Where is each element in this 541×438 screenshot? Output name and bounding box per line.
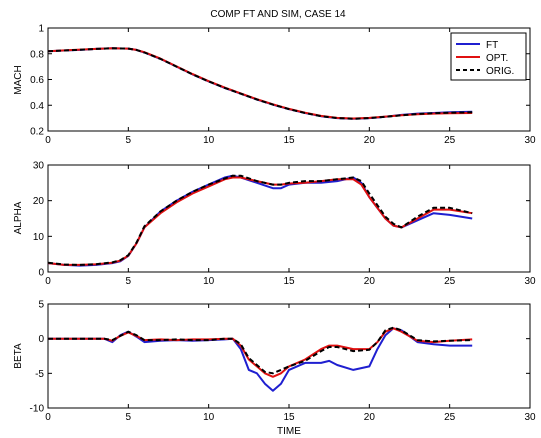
mach-xtick-label: 20: [364, 135, 376, 146]
beta-xtick-label: 30: [524, 412, 536, 423]
beta-xtick-label: 15: [283, 412, 295, 423]
beta-ytick-label: -10: [30, 404, 45, 415]
mach-series-orig: [47, 47, 473, 120]
mach-ytick-label: 1: [38, 24, 44, 35]
figure-title: COMP FT AND SIM, CASE 14: [210, 9, 346, 20]
mach-ytick-label: 0.2: [30, 127, 44, 138]
beta-xtick-label: 5: [126, 412, 132, 423]
alpha-xtick-label: 5: [126, 276, 132, 287]
mach-ytick-label: 0.4: [30, 101, 44, 112]
alpha-xtick-label: 20: [364, 276, 376, 287]
alpha-xtick-label: 0: [45, 276, 51, 287]
beta-lines: [48, 326, 473, 392]
alpha-xtick-label: 15: [283, 276, 295, 287]
legend: FT OPT. ORIG.: [450, 32, 527, 81]
beta-ticks: 0 5 10 15 20 25 30 -10 -5 0 5: [30, 300, 536, 424]
beta-ytick-label: 5: [38, 300, 44, 311]
beta-plot-frame: [47, 303, 531, 409]
beta-ylabel: BETA: [13, 343, 24, 369]
alpha-xtick-label: 10: [203, 276, 215, 287]
alpha-xtick-label: 30: [524, 276, 536, 287]
beta-subplot: BETA 0 5 10 15 20 25 30 -10 -5 0 5 TIME: [13, 300, 536, 438]
beta-xtick-label: 0: [45, 412, 51, 423]
alpha-series-orig: [47, 174, 473, 266]
mach-xtick-label: 25: [444, 135, 456, 146]
mach-xtick-label: 10: [203, 135, 215, 146]
mach-ticks: 0 5 10 15 20 25 30 0.2 0.4 0.6 0.8 1: [30, 24, 536, 147]
alpha-ylabel: ALPHA: [13, 201, 24, 234]
alpha-subplot: ALPHA 0 5 10 15 20 25 30 0 10 20 30: [13, 161, 536, 288]
mach-subplot: MACH 0 5 10 15 20 25 30 0.2 0.4 0.6 0.8 1 FT OPT. O…: [13, 24, 536, 147]
legend-label-orig: ORIG.: [486, 66, 514, 77]
beta-ytick-label: -5: [35, 369, 44, 380]
mach-lines: [47, 47, 473, 120]
beta-xtick-label: 25: [444, 412, 456, 423]
alpha-ytick-label: 30: [33, 161, 45, 172]
mach-ytick-label: 0.6: [30, 75, 44, 86]
mach-xtick-label: 30: [524, 135, 536, 146]
beta-xtick-label: 10: [203, 412, 215, 423]
alpha-ytick-label: 0: [38, 268, 44, 279]
alpha-plot-frame: [47, 164, 531, 273]
alpha-xtick-label: 25: [444, 276, 456, 287]
beta-ytick-label: 0: [38, 334, 44, 345]
legend-label-ft: FT: [486, 40, 498, 51]
mach-xtick-label: 5: [126, 135, 132, 146]
alpha-ticks: 0 5 10 15 20 25 30 0 10 20 30: [33, 161, 536, 288]
mach-ytick-label: 0.8: [30, 49, 44, 60]
beta-series-orig: [48, 326, 473, 375]
mach-ylabel: MACH: [13, 65, 24, 94]
legend-label-opt: OPT.: [486, 53, 508, 64]
alpha-ytick-label: 10: [33, 232, 45, 243]
beta-xtick-label: 20: [364, 412, 376, 423]
alpha-ytick-label: 20: [33, 196, 45, 207]
x-axis-label: TIME: [277, 426, 301, 437]
alpha-lines: [47, 174, 473, 267]
mach-xtick-label: 0: [45, 135, 51, 146]
mach-xtick-label: 15: [283, 135, 295, 146]
